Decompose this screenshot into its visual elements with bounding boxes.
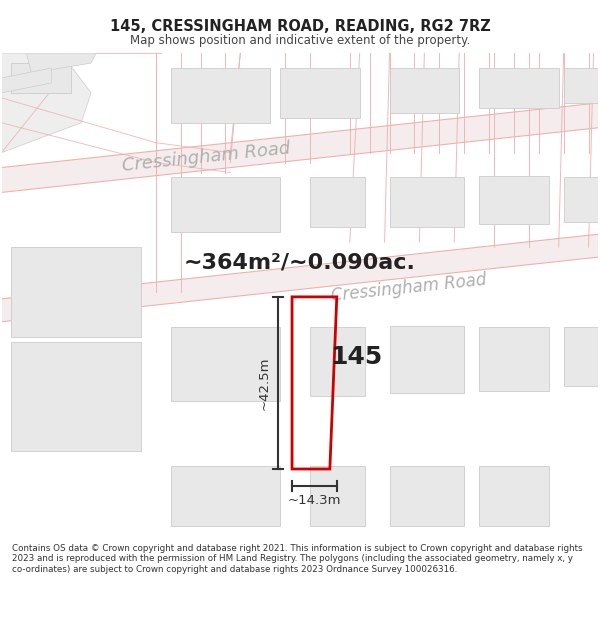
Text: Map shows position and indicative extent of the property.: Map shows position and indicative extent… [130, 34, 470, 47]
Bar [11, 342, 141, 451]
Bar [170, 68, 270, 122]
Bar [170, 327, 280, 401]
Text: Cressingham Road: Cressingham Road [121, 140, 291, 176]
Bar [170, 177, 280, 232]
Polygon shape [2, 68, 51, 93]
Text: 145: 145 [330, 344, 382, 369]
Text: ~14.3m: ~14.3m [287, 494, 341, 507]
Bar [310, 177, 365, 227]
Bar [479, 68, 559, 108]
Bar [389, 68, 459, 113]
Polygon shape [2, 53, 91, 152]
Text: ~364m²/~0.090ac.: ~364m²/~0.090ac. [184, 252, 416, 272]
Bar [11, 63, 71, 93]
Bar [310, 327, 365, 396]
Bar [479, 466, 549, 526]
Text: ~42.5m: ~42.5m [257, 356, 270, 409]
Polygon shape [26, 53, 96, 73]
Bar [389, 177, 464, 227]
Bar [11, 247, 141, 337]
Bar [479, 327, 549, 391]
Bar [170, 466, 280, 526]
Bar [280, 68, 359, 118]
Bar [479, 176, 549, 224]
Bar [389, 466, 464, 526]
Text: Cressingham Road: Cressingham Road [330, 271, 487, 305]
Text: Contains OS data © Crown copyright and database right 2021. This information is : Contains OS data © Crown copyright and d… [12, 544, 583, 574]
Bar [310, 466, 365, 526]
Polygon shape [2, 234, 598, 322]
Polygon shape [2, 103, 598, 192]
Text: 145, CRESSINGHAM ROAD, READING, RG2 7RZ: 145, CRESSINGHAM ROAD, READING, RG2 7RZ [110, 19, 490, 34]
Bar [563, 177, 598, 222]
Bar [563, 68, 598, 103]
Bar [563, 327, 598, 386]
Bar [389, 326, 464, 393]
